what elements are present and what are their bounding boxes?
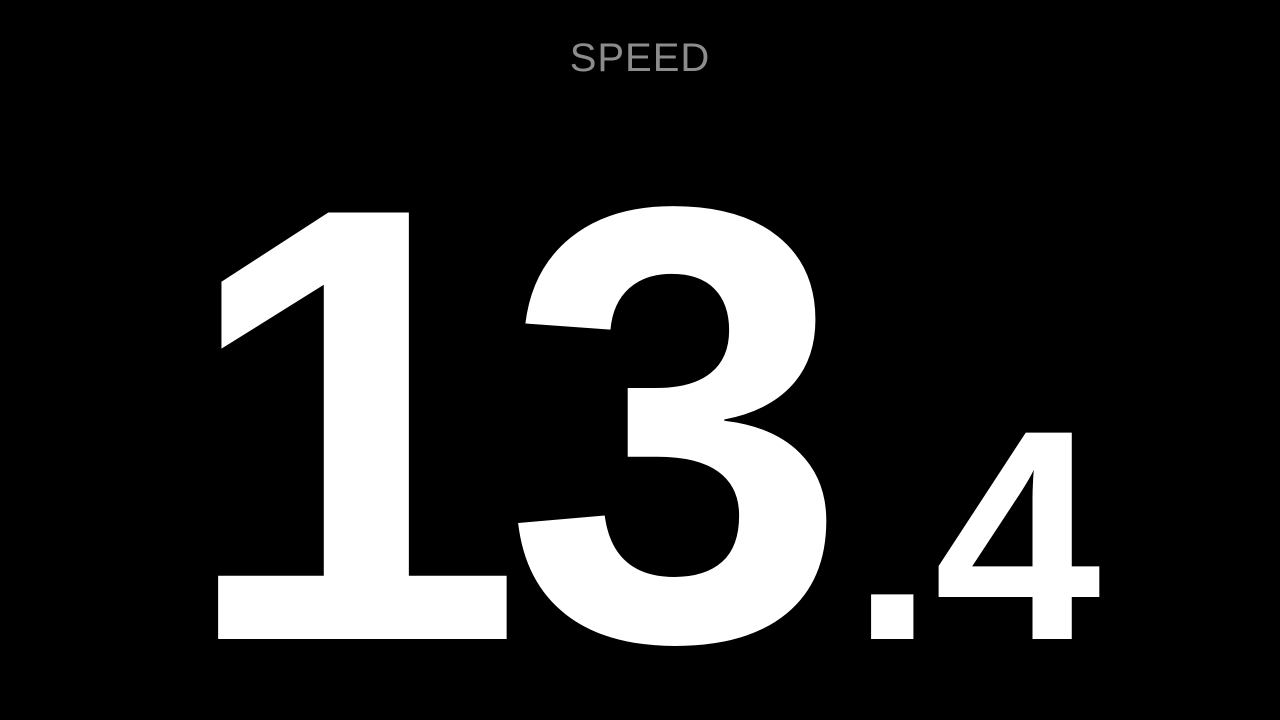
speed-value: 13 .4	[0, 79, 1280, 720]
speed-value-fraction: .4	[850, 367, 1101, 703]
metric-label: SPEED	[569, 36, 711, 80]
speed-value-integer: 13	[179, 79, 849, 720]
